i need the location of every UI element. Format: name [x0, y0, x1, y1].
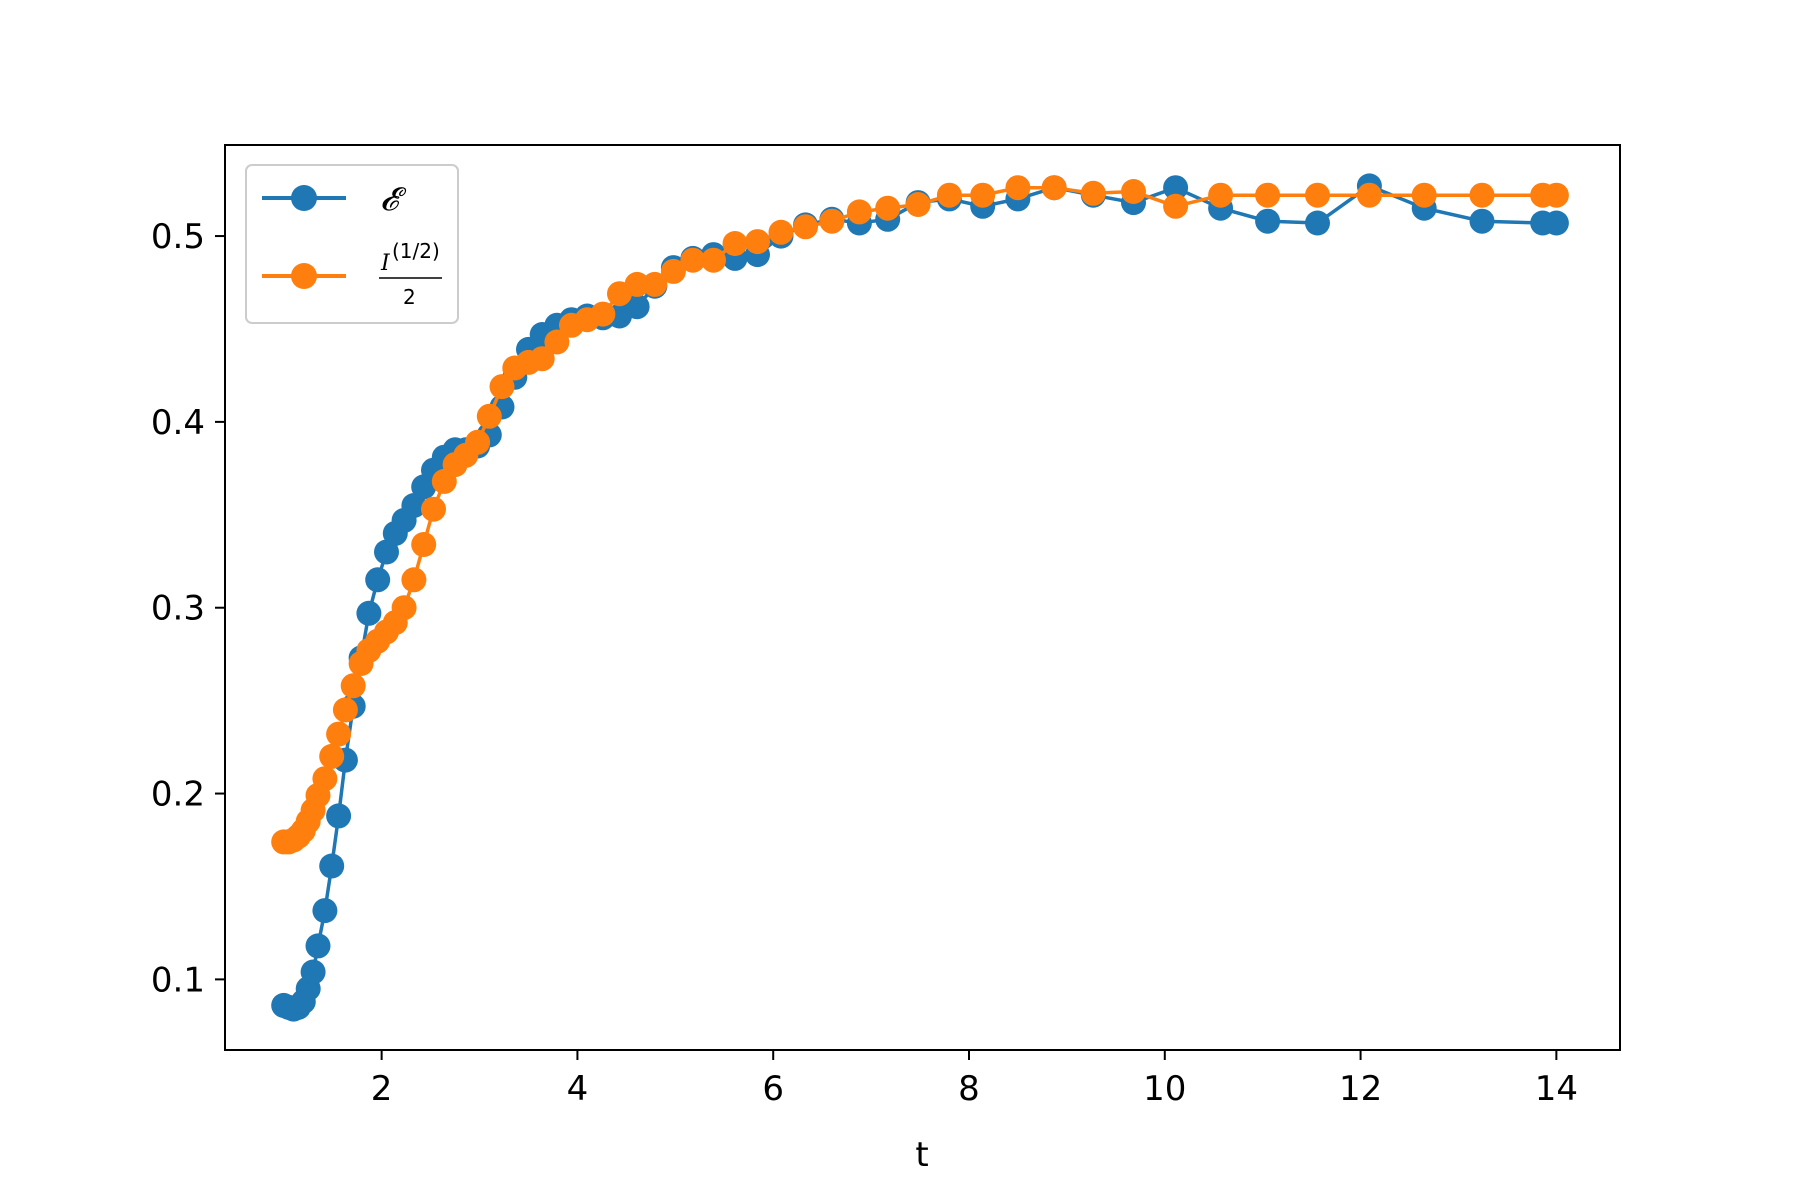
x-tick-label: 14: [1535, 1069, 1578, 1109]
x-tick-label: 6: [762, 1069, 784, 1109]
data-point: [319, 743, 345, 769]
data-point: [1543, 210, 1569, 236]
data-point: [401, 493, 427, 518]
x-tick-label: 12: [1339, 1069, 1382, 1109]
x-tick-label: 4: [567, 1069, 589, 1109]
x-axis: 2 4 6 8 10 12 14: [371, 1050, 1578, 1109]
data-point: [326, 721, 352, 747]
data-point: [319, 853, 345, 879]
data-point: [544, 329, 570, 355]
y-tick-label: 0.4: [151, 403, 205, 443]
data-point: [1305, 210, 1330, 236]
data-point: [1469, 208, 1495, 234]
data-point: [590, 301, 616, 327]
y-tick-label: 0.3: [151, 589, 205, 629]
data-point: [936, 182, 962, 208]
legend-marker-i: [291, 263, 317, 289]
data-point: [332, 697, 358, 723]
y-tick-label: 0.1: [151, 960, 205, 1000]
data-point: [745, 229, 770, 255]
y-axis: 0.1 0.2 0.3 0.4 0.5: [151, 217, 225, 1000]
data-point: [624, 294, 650, 320]
legend: 𝓔 I (1/2) 2: [245, 164, 459, 324]
data-point: [905, 192, 931, 217]
legend-label-i: I (1/2) 2: [379, 239, 442, 309]
data-point: [1163, 193, 1189, 219]
data-point: [875, 195, 901, 221]
legend-marker-e: [291, 185, 317, 211]
data-point: [1041, 175, 1067, 201]
data-point: [305, 933, 331, 959]
data-point: [356, 600, 382, 626]
data-point: [391, 595, 417, 621]
data-point: [312, 898, 338, 924]
data-point: [680, 247, 706, 273]
data-point: [846, 199, 872, 225]
data-point: [300, 959, 326, 985]
data-point: [1208, 182, 1234, 208]
data-point: [1005, 175, 1031, 201]
data-point: [1255, 182, 1281, 208]
data-point: [624, 271, 650, 297]
data-point: [401, 567, 427, 593]
data-point: [365, 567, 391, 593]
x-tick-label: 10: [1143, 1069, 1186, 1109]
svg-text:I: I: [380, 251, 391, 276]
data-point: [489, 374, 515, 400]
data-point: [1469, 182, 1495, 208]
data-point: [1163, 175, 1189, 201]
data-point: [312, 766, 338, 792]
data-point: [1411, 182, 1437, 208]
data-point: [642, 271, 668, 297]
data-point: [374, 539, 399, 565]
data-point: [701, 247, 726, 273]
data-point: [1305, 182, 1330, 208]
data-point: [793, 214, 818, 240]
data-point: [768, 219, 794, 245]
data-point: [421, 496, 446, 522]
y-tick-label: 0.5: [151, 217, 205, 257]
data-point: [722, 231, 748, 256]
svg-text:2: 2: [403, 285, 416, 309]
x-tick-label: 8: [958, 1069, 980, 1109]
series-layer: [271, 173, 1569, 1022]
data-point: [340, 673, 366, 699]
x-axis-label: t: [915, 1135, 928, 1175]
data-point: [1080, 180, 1106, 206]
data-point: [476, 403, 502, 429]
data-point: [1121, 179, 1146, 204]
svg-text:(1/2): (1/2): [392, 239, 440, 263]
data-point: [326, 803, 352, 829]
data-point: [970, 182, 996, 208]
x-tick-label: 2: [371, 1069, 393, 1109]
data-point: [529, 346, 555, 372]
data-point: [1356, 182, 1382, 208]
data-point: [1543, 182, 1569, 208]
plot-frame: [224, 144, 1621, 1051]
data-point: [411, 532, 437, 557]
data-point: [819, 208, 845, 234]
data-point: [1255, 208, 1281, 234]
series-1: [271, 175, 1569, 855]
data-point: [465, 429, 491, 455]
data-point: [660, 258, 686, 284]
y-tick-label: 0.2: [151, 775, 205, 815]
